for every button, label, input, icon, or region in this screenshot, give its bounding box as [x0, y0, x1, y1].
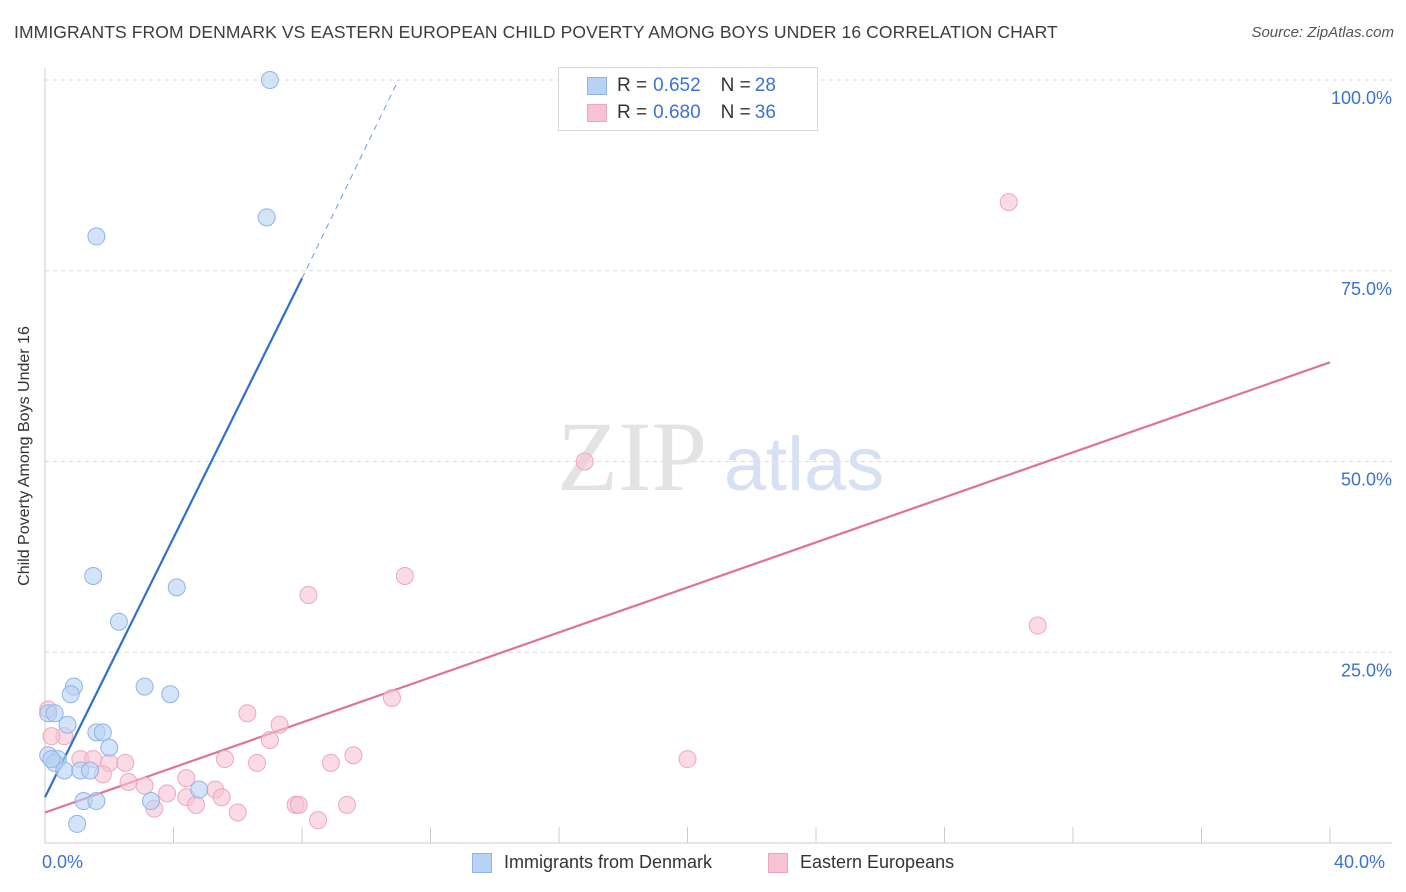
point-eastern	[270, 715, 289, 734]
legend-n-label: N =	[720, 102, 751, 123]
chart-title: IMMIGRANTS FROM DENMARK VS EASTERN EUROP…	[14, 22, 1058, 42]
point-eastern	[248, 753, 267, 772]
trend-line-eastern	[44, 361, 1331, 814]
legend-swatch-pink	[768, 852, 788, 873]
legend-item-eastern[interactable]: Eastern Europeans	[768, 852, 954, 873]
legend-label-denmark: Immigrants from Denmark	[504, 852, 713, 872]
legend-swatch-blue	[472, 852, 492, 873]
point-eastern	[1028, 616, 1047, 635]
point-denmark	[42, 750, 61, 769]
point-eastern	[575, 452, 594, 471]
x-tick-max: 40.0%	[1334, 852, 1386, 872]
legend-row-eastern: R = 0.680 N = 36	[587, 101, 776, 125]
point-denmark	[161, 685, 180, 704]
watermark-atlas: atlas	[724, 422, 885, 507]
data-points	[39, 71, 1047, 833]
legend-row-denmark: R = 0.652 N = 28	[587, 74, 776, 98]
point-denmark	[93, 723, 112, 742]
point-denmark	[87, 792, 106, 811]
legend-label-eastern: Eastern Europeans	[800, 852, 955, 872]
legend-r-value: 0.680	[653, 102, 701, 123]
axes	[44, 68, 1392, 844]
point-denmark	[80, 761, 99, 780]
point-denmark	[260, 71, 279, 89]
point-eastern	[116, 753, 135, 772]
trend-line-denmark	[44, 277, 303, 798]
point-eastern	[299, 586, 318, 605]
point-denmark	[135, 677, 154, 696]
x-tick-min: 0.0%	[42, 852, 84, 872]
point-eastern	[228, 803, 247, 822]
y-tick-label: 25.0%	[1341, 660, 1392, 680]
legend-item-denmark[interactable]: Immigrants from Denmark	[472, 852, 712, 873]
point-denmark	[61, 685, 80, 704]
trend-line-denmark-extension	[301, 79, 399, 279]
point-eastern	[119, 772, 138, 791]
point-eastern	[212, 788, 231, 807]
legend-swatch-pink	[587, 104, 607, 122]
legend-n-label: N =	[720, 75, 751, 96]
point-denmark	[68, 814, 87, 833]
point-denmark	[257, 208, 276, 227]
legend-r-label: R =	[617, 102, 648, 123]
y-tick-label: 50.0%	[1341, 470, 1392, 490]
y-tick-label: 100.0%	[1331, 88, 1392, 108]
point-eastern	[158, 784, 177, 803]
series-legend: Immigrants from Denmark Eastern European…	[0, 852, 1406, 878]
trend-lines	[44, 79, 1331, 814]
point-eastern	[309, 811, 328, 830]
legend-r-label: R =	[617, 75, 648, 96]
point-denmark	[45, 704, 64, 723]
legend-r-value: 0.652	[653, 75, 701, 96]
point-denmark	[167, 578, 186, 597]
point-eastern	[999, 193, 1018, 212]
point-denmark	[109, 612, 128, 631]
point-denmark	[142, 792, 161, 811]
point-eastern	[289, 795, 308, 814]
y-tick-label: 75.0%	[1341, 279, 1392, 299]
point-eastern	[395, 566, 414, 585]
point-eastern	[135, 776, 154, 795]
legend-n-value: 36	[754, 102, 776, 123]
legend-n-value: 28	[754, 75, 776, 96]
point-denmark	[100, 738, 119, 757]
y-tick-labels: 25.0% 50.0% 75.0% 100.0%	[1331, 88, 1392, 680]
point-eastern	[238, 704, 257, 723]
point-eastern	[344, 746, 363, 765]
point-eastern	[337, 795, 356, 814]
y-axis-label: Child Poverty Among Boys Under 16	[16, 326, 33, 586]
point-eastern	[382, 689, 401, 708]
point-eastern	[678, 750, 697, 769]
point-denmark	[58, 715, 77, 734]
point-denmark	[87, 227, 106, 246]
point-eastern	[42, 727, 61, 746]
point-denmark	[84, 566, 103, 585]
chart-source: Source: ZipAtlas.com	[1251, 24, 1394, 41]
point-eastern	[177, 769, 196, 788]
point-eastern	[186, 795, 205, 814]
legend-swatch-blue	[587, 77, 607, 95]
point-eastern	[321, 753, 340, 772]
correlation-legend: R = 0.652 N = 28 R = 0.680 N = 36	[558, 67, 818, 131]
gridlines	[45, 79, 1392, 653]
point-eastern	[260, 730, 279, 749]
point-eastern	[215, 750, 234, 769]
point-denmark	[190, 780, 209, 799]
